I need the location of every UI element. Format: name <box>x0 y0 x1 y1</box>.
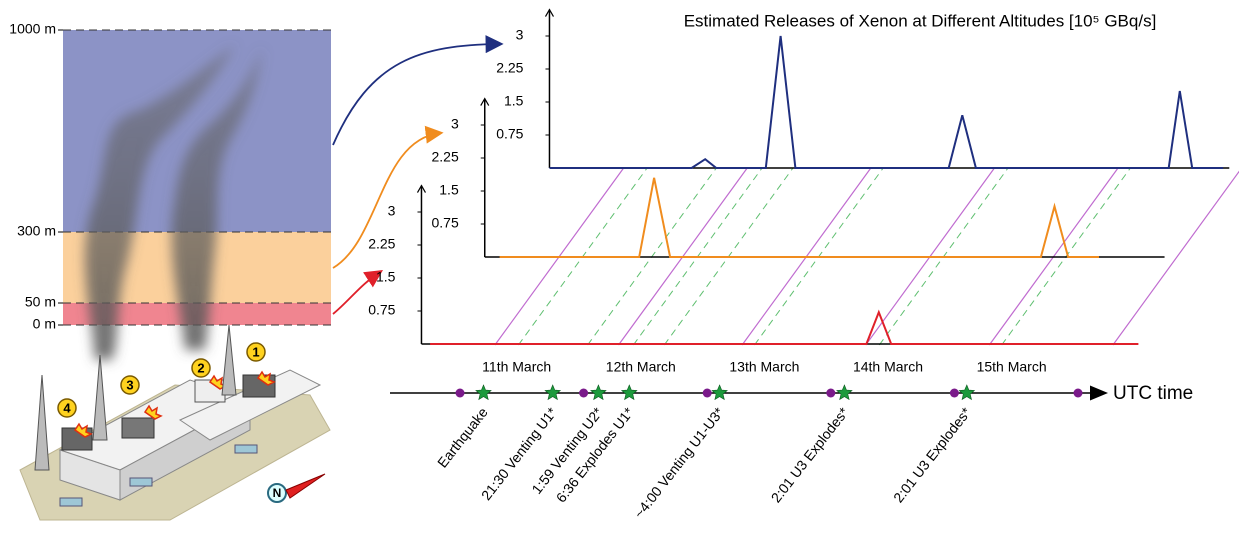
event-marker <box>620 384 638 401</box>
day-marker <box>702 388 712 398</box>
day-label: 12th March <box>606 359 676 375</box>
day-marker <box>579 388 589 398</box>
north-label: N <box>273 486 282 500</box>
y-tick-label: 3 <box>451 116 459 132</box>
release-line <box>499 177 1099 258</box>
day-marker <box>826 388 836 398</box>
arrow <box>332 35 504 146</box>
y-tick-label: 1.5 <box>439 182 459 198</box>
day-marker <box>949 388 959 398</box>
y-tick-label: 3 <box>516 27 524 43</box>
y-tick-label: 2.25 <box>431 149 458 165</box>
altitude-label: 0 m <box>33 316 56 332</box>
release-line <box>430 309 1139 345</box>
altitude-label: 300 m <box>17 223 56 239</box>
y-tick-label: 1.5 <box>504 93 524 109</box>
release-line <box>549 35 1224 169</box>
day-label: 14th March <box>853 359 923 375</box>
unit-number: 3 <box>126 377 133 392</box>
altitude-label: 50 m <box>25 294 56 310</box>
chart-title: Estimated Releases of Xenon at Different… <box>684 11 1157 30</box>
event-label: Earthquake <box>434 404 491 470</box>
timeline-label: UTC time <box>1113 383 1193 404</box>
day-guide <box>1112 170 1239 346</box>
unit-number: 2 <box>197 360 204 375</box>
y-tick-label: 3 <box>388 203 396 219</box>
y-axis-arrow <box>544 8 554 17</box>
altitude-label: 1000 m <box>9 21 56 37</box>
unit-number: 4 <box>63 400 71 415</box>
event-marker <box>711 384 728 401</box>
plant-illustration: 1 2 3 4 N <box>19 324 331 521</box>
y-tick-label: 2.25 <box>496 60 523 76</box>
y-axis-arrow <box>480 97 490 106</box>
y-tick-label: 0.75 <box>368 302 395 318</box>
y-tick-label: 0.75 <box>431 215 458 231</box>
event-marker <box>475 384 492 401</box>
event-marker <box>544 384 562 401</box>
event-marker <box>590 384 607 401</box>
event-label: 21:30 Venting U1* <box>478 404 560 503</box>
day-marker <box>455 388 465 398</box>
event-marker <box>958 384 976 401</box>
y-tick-label: 0.75 <box>496 126 523 142</box>
arrow <box>332 270 384 315</box>
day-label: 11th March <box>482 359 551 375</box>
event-label: ~4:00 Venting U1-U3* <box>631 404 728 521</box>
event-label: 2:01 U3 Explodes* <box>890 404 974 506</box>
y-tick-label: 1.5 <box>376 269 396 285</box>
day-label: 15th March <box>977 359 1047 375</box>
unit-number: 1 <box>252 344 259 359</box>
y-axis-arrow <box>416 184 426 193</box>
day-marker <box>1073 388 1083 398</box>
event-marker <box>836 384 853 401</box>
y-tick-label: 2.25 <box>368 236 395 252</box>
altitude-panel: 1000 m 300 m 50 m 0 m <box>9 21 331 521</box>
arrow <box>332 125 444 269</box>
event-label: 2:01 U3 Explodes* <box>768 404 852 506</box>
smoke <box>84 45 262 360</box>
plots: 0.75 1.5 2.25 3 Estimated Releases of Xenon … <box>368 8 1230 345</box>
day-label: 13th March <box>729 359 799 375</box>
